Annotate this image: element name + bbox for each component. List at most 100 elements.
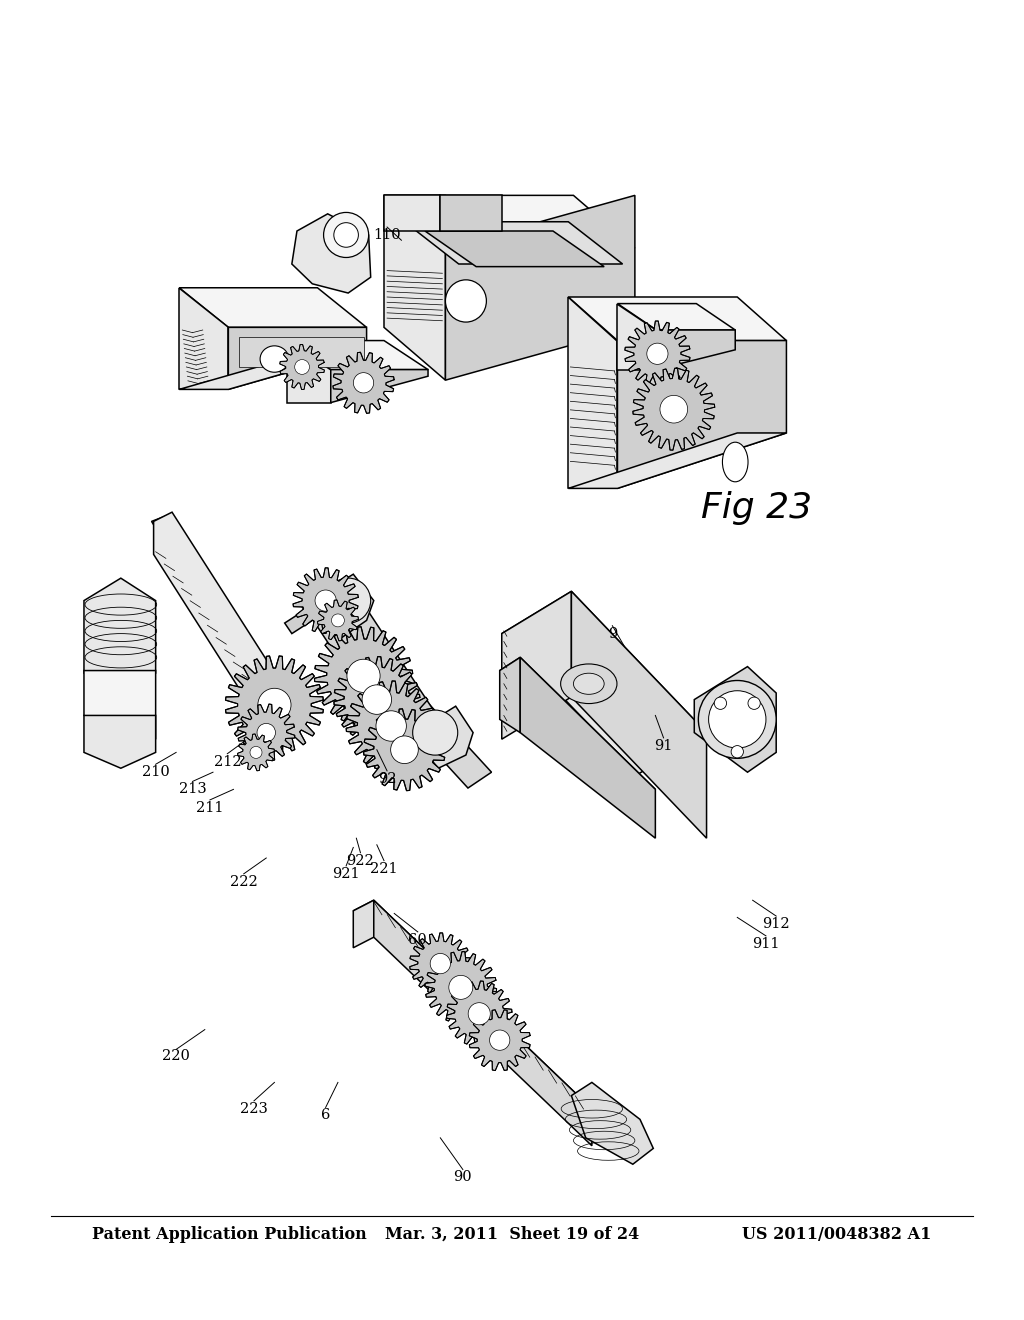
Text: 221: 221 <box>371 862 397 875</box>
Polygon shape <box>152 515 289 715</box>
Text: US 2011/0048382 A1: US 2011/0048382 A1 <box>742 1226 932 1242</box>
Polygon shape <box>617 304 656 370</box>
Polygon shape <box>317 601 358 640</box>
Polygon shape <box>404 222 623 264</box>
Text: 60: 60 <box>409 933 427 946</box>
Polygon shape <box>364 709 445 791</box>
Text: 211: 211 <box>197 801 223 814</box>
Polygon shape <box>502 591 571 739</box>
Circle shape <box>315 590 336 611</box>
Text: 213: 213 <box>178 783 207 796</box>
Polygon shape <box>500 657 520 733</box>
Polygon shape <box>285 610 312 634</box>
Ellipse shape <box>560 664 616 704</box>
Polygon shape <box>84 715 156 768</box>
Polygon shape <box>84 671 156 739</box>
Polygon shape <box>334 656 420 743</box>
Circle shape <box>660 396 688 422</box>
Polygon shape <box>617 341 786 488</box>
Circle shape <box>647 343 668 364</box>
Ellipse shape <box>573 673 604 694</box>
Text: 90: 90 <box>454 1171 472 1184</box>
Text: 91: 91 <box>654 739 673 752</box>
Polygon shape <box>154 512 292 739</box>
Polygon shape <box>179 350 367 389</box>
Polygon shape <box>469 1010 530 1071</box>
Circle shape <box>347 659 380 693</box>
Circle shape <box>731 746 743 758</box>
Text: Fig 23: Fig 23 <box>701 491 813 525</box>
Polygon shape <box>520 657 655 838</box>
Polygon shape <box>314 627 413 725</box>
Text: 210: 210 <box>141 766 170 779</box>
Text: 921: 921 <box>333 867 359 880</box>
Circle shape <box>257 723 275 742</box>
Circle shape <box>489 1030 510 1051</box>
Polygon shape <box>225 656 324 754</box>
Ellipse shape <box>723 442 748 482</box>
Polygon shape <box>333 352 394 413</box>
Polygon shape <box>317 574 374 640</box>
Text: 222: 222 <box>229 875 258 888</box>
Polygon shape <box>239 337 364 367</box>
Ellipse shape <box>445 280 486 322</box>
Polygon shape <box>625 321 690 387</box>
Polygon shape <box>571 591 707 838</box>
Polygon shape <box>302 591 492 788</box>
Polygon shape <box>384 195 635 248</box>
Polygon shape <box>307 581 435 743</box>
Text: 92: 92 <box>378 772 396 785</box>
Polygon shape <box>568 297 617 488</box>
Ellipse shape <box>260 346 289 372</box>
Circle shape <box>468 1003 490 1024</box>
Polygon shape <box>410 933 471 994</box>
Circle shape <box>295 359 309 375</box>
Polygon shape <box>374 900 592 1146</box>
Circle shape <box>362 685 391 714</box>
Circle shape <box>250 746 262 759</box>
Polygon shape <box>280 345 325 389</box>
Text: 6: 6 <box>321 1109 331 1122</box>
Text: 212: 212 <box>214 755 241 768</box>
Text: 110: 110 <box>374 228 400 242</box>
Circle shape <box>698 681 776 758</box>
Text: 223: 223 <box>240 1102 268 1115</box>
Polygon shape <box>440 195 502 231</box>
Polygon shape <box>228 327 367 389</box>
Polygon shape <box>384 195 440 231</box>
Polygon shape <box>384 195 445 380</box>
Circle shape <box>715 697 727 709</box>
Polygon shape <box>179 288 228 389</box>
Polygon shape <box>500 657 655 803</box>
Polygon shape <box>287 341 331 403</box>
Circle shape <box>332 614 344 627</box>
Polygon shape <box>571 1082 653 1164</box>
Polygon shape <box>346 681 436 771</box>
Polygon shape <box>445 195 635 380</box>
Text: 220: 220 <box>162 1049 190 1063</box>
Circle shape <box>748 697 760 709</box>
Polygon shape <box>633 368 715 450</box>
Polygon shape <box>384 195 502 231</box>
Text: Mar. 3, 2011  Sheet 19 of 24: Mar. 3, 2011 Sheet 19 of 24 <box>385 1226 639 1242</box>
Text: 912: 912 <box>763 917 790 931</box>
Text: 911: 911 <box>753 937 779 950</box>
Circle shape <box>258 688 291 722</box>
Polygon shape <box>84 578 156 697</box>
Polygon shape <box>568 297 786 341</box>
Polygon shape <box>425 231 604 267</box>
Circle shape <box>709 690 766 748</box>
Polygon shape <box>694 667 776 772</box>
Polygon shape <box>353 900 592 1119</box>
Circle shape <box>430 953 451 974</box>
Circle shape <box>324 213 369 257</box>
Circle shape <box>376 710 407 742</box>
Polygon shape <box>293 568 358 634</box>
Polygon shape <box>656 330 735 370</box>
Polygon shape <box>331 370 428 403</box>
Polygon shape <box>568 433 786 488</box>
Polygon shape <box>238 734 274 771</box>
Circle shape <box>353 372 374 393</box>
Polygon shape <box>617 304 735 330</box>
Polygon shape <box>502 591 707 775</box>
